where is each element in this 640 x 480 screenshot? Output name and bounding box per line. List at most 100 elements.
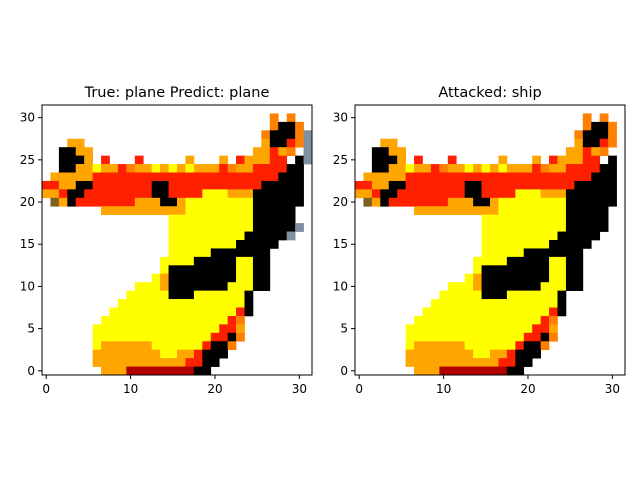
pixel [117,197,127,207]
pixel [126,315,136,325]
pixel [549,155,558,165]
pixel [599,189,609,199]
pixel [515,290,525,300]
x-tick-label: 30 [292,382,307,396]
pixel [506,189,516,199]
pixel [473,164,482,173]
pixel [540,164,550,173]
pixel [269,197,279,207]
pixel [210,231,220,241]
pixel [210,265,220,275]
pixel [252,206,262,216]
pixel [430,324,440,334]
pixel [447,324,457,334]
pixel [126,366,136,376]
pixel [498,180,508,190]
pixel [422,332,432,342]
pixel [498,164,508,173]
pixel [177,299,186,308]
pixel [439,164,449,173]
pixel [456,341,466,351]
pixel [473,341,482,351]
pixel [464,366,474,376]
pixel [371,155,381,165]
pixel [414,164,423,173]
pixel [565,172,575,182]
pixel [160,290,169,300]
pixel [295,189,304,199]
pixel [506,214,516,224]
pixel [278,206,288,216]
y-tick-label: 20 [20,195,35,209]
pixel [295,130,304,140]
pixel [549,206,558,216]
pixel [244,265,254,275]
pixel [109,358,119,367]
pixel [506,256,516,266]
pixel [464,299,474,308]
pixel [227,299,237,308]
pixel [591,214,601,224]
pixel [447,282,457,291]
y-tick-label: 30 [20,111,35,125]
pixel [210,214,220,224]
pixel [498,214,508,224]
pixel [252,147,262,156]
pixel [92,349,102,359]
pixel [286,164,296,173]
pixel [557,265,567,275]
pixel [168,290,178,300]
pixel [380,164,390,173]
pixel [397,147,406,156]
pixel [151,332,161,342]
pixel [193,299,203,308]
pixel [210,164,220,173]
pixel [582,206,592,216]
pixel [397,172,406,182]
pixel [278,155,288,165]
pixel [134,349,144,359]
pixel [540,256,550,266]
pixel [58,189,68,199]
pixel [92,197,102,207]
pixel [252,155,262,165]
pixel [286,231,296,241]
x-ticks-attacked: 0 10 20 30 [355,375,620,396]
pixel [405,180,415,190]
pixel [219,341,228,351]
pixel [219,180,228,190]
pixel [101,358,110,367]
pixel [193,332,203,342]
pixel [498,341,508,351]
pixel [363,180,373,190]
pixel [185,206,195,216]
pixel [388,138,398,148]
pixel [134,282,144,291]
pixel [227,307,237,317]
pixel [269,130,279,140]
pixel [506,332,516,342]
pixel [464,349,474,359]
pixel [565,248,575,258]
pixel [397,197,406,207]
pixel [219,282,228,291]
pixel [236,223,245,232]
pixel [143,307,153,317]
y-tick-label: 15 [20,237,35,251]
pixel [126,324,136,334]
pixel [109,172,119,182]
pixel [498,299,508,308]
pixel [565,256,575,266]
pixel [219,248,228,258]
pixel [193,273,203,283]
pixel [101,366,110,376]
pixel [134,315,144,325]
pixel [388,147,398,156]
pixel [506,299,516,308]
pixel [490,324,499,334]
pixel [236,307,245,317]
pixel [582,231,592,241]
pixel [582,223,592,232]
pixel [193,231,203,241]
pixel [227,197,237,207]
